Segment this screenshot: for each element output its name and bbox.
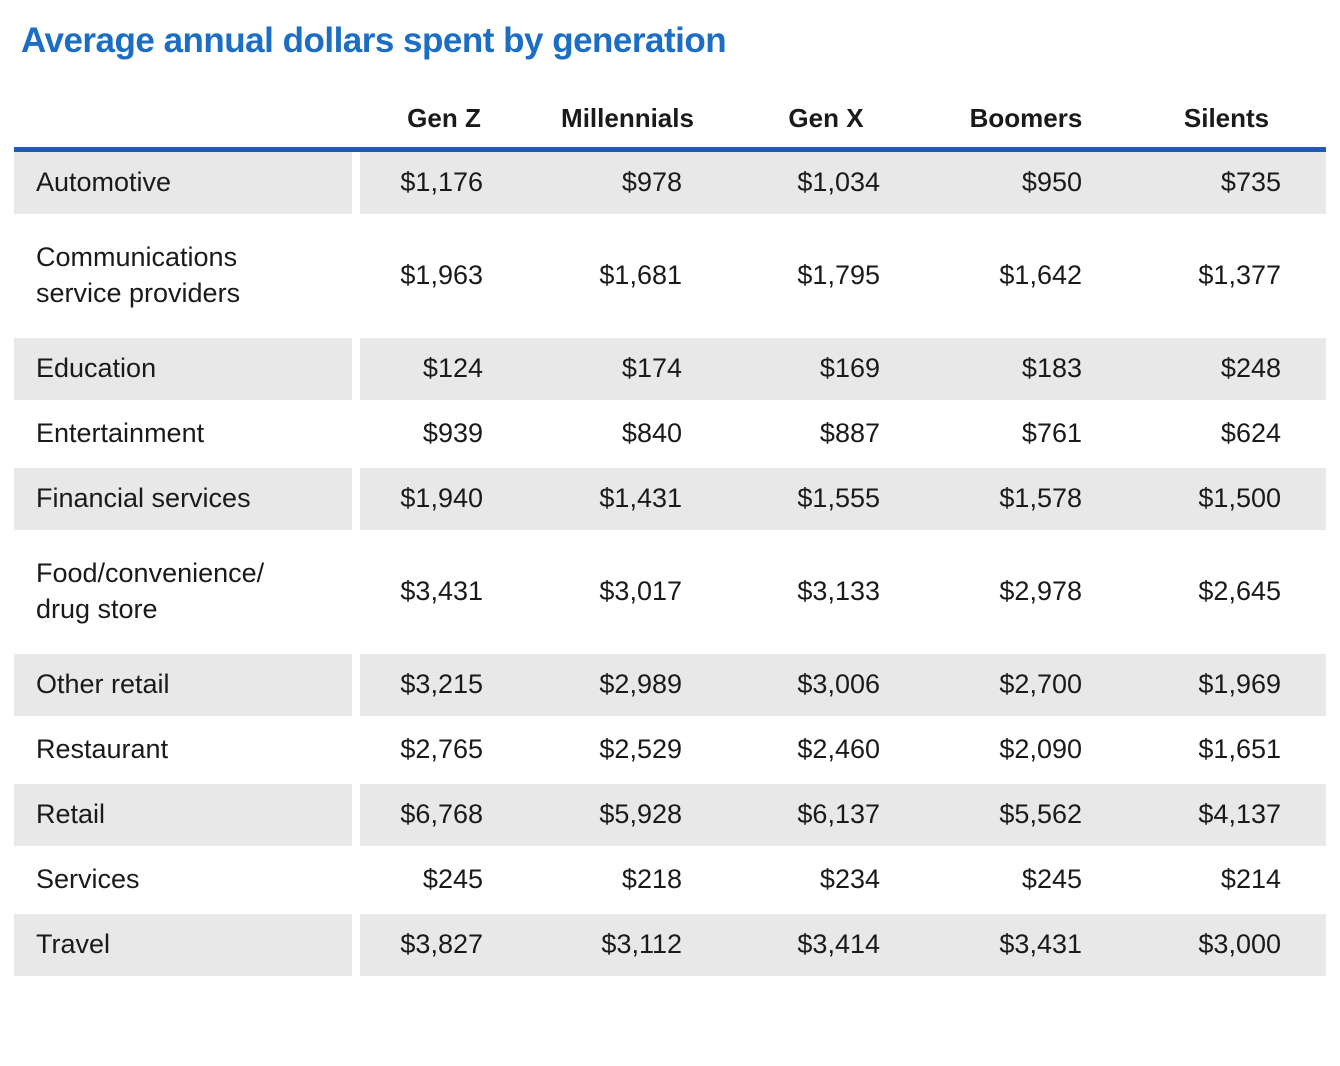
cell-value-boomers: $3,431 [925,913,1127,979]
cell-value-boomers: $761 [925,402,1127,468]
cell-value-boomers: $950 [925,151,1127,217]
cell-value-gen-z: $245 [360,848,528,914]
header-spacer [14,65,360,152]
table-row: Restaurant $2,765 $2,529 $2,460 $2,090 $1,651 [14,718,1326,784]
cell-value-silents: $1,377 [1127,216,1326,338]
cell-value-boomers: $2,090 [925,718,1127,784]
header-row: Gen Z Millennials Gen X Boomers Silents [14,65,1326,152]
table-row: Travel $3,827 $3,112 $3,414 $3,431 $3,000 [14,913,1326,979]
column-header-gen-z: Gen Z [360,65,528,152]
table-row: Communications service providers $1,963 $1… [14,216,1326,338]
cell-value-gen-x: $234 [727,848,925,914]
row-category-label: Automotive [14,151,360,217]
cell-value-gen-x: $169 [727,337,925,403]
cell-value-gen-z: $1,176 [360,151,528,217]
row-category-label: Food/convenience/ drug store [14,532,360,654]
table-row: Services $245 $218 $234 $245 $214 [14,848,1326,914]
column-header-silents: Silents [1127,65,1326,152]
cell-value-boomers: $1,642 [925,216,1127,338]
row-category-label: Retail [14,783,360,849]
cell-value-gen-x: $3,414 [727,913,925,979]
cell-value-gen-x: $1,555 [727,467,925,533]
table-body: Automotive $1,176 $978 $1,034 $950 $735 Commun… [14,151,1326,979]
cell-value-boomers: $5,562 [925,783,1127,849]
column-header-gen-x: Gen X [727,65,925,152]
row-category-label: Financial services [14,467,360,533]
column-header-boomers: Boomers [925,65,1127,152]
cell-value-silents: $1,969 [1127,653,1326,719]
row-category-label: Services [14,848,360,914]
cell-value-gen-z: $6,768 [360,783,528,849]
table-row: Other retail $3,215 $2,989 $3,006 $2,700 $1,9… [14,653,1326,719]
cell-value-millennials: $1,681 [528,216,727,338]
cell-value-millennials: $3,112 [528,913,727,979]
cell-value-gen-z: $3,431 [360,532,528,654]
cell-value-silents: $214 [1127,848,1326,914]
table-row: Entertainment $939 $840 $887 $761 $624 [14,402,1326,468]
spend-by-generation-table: Gen Z Millennials Gen X Boomers Silents … [14,65,1326,979]
cell-value-gen-x: $1,034 [727,151,925,217]
cell-value-gen-z: $1,963 [360,216,528,338]
cell-value-millennials: $1,431 [528,467,727,533]
row-category-label: Restaurant [14,718,360,784]
cell-value-silents: $624 [1127,402,1326,468]
cell-value-silents: $2,645 [1127,532,1326,654]
table-row: Retail $6,768 $5,928 $6,137 $5,562 $4,137 [14,783,1326,849]
cell-value-millennials: $2,989 [528,653,727,719]
cell-value-gen-z: $3,215 [360,653,528,719]
row-category-label: Entertainment [14,402,360,468]
cell-value-gen-x: $3,133 [727,532,925,654]
cell-value-gen-z: $3,827 [360,913,528,979]
cell-value-millennials: $978 [528,151,727,217]
cell-value-silents: $4,137 [1127,783,1326,849]
cell-value-silents: $3,000 [1127,913,1326,979]
cell-value-boomers: $2,978 [925,532,1127,654]
cell-value-gen-x: $2,460 [727,718,925,784]
cell-value-silents: $1,651 [1127,718,1326,784]
row-category-label: Communications service providers [14,216,360,338]
cell-value-gen-z: $124 [360,337,528,403]
cell-value-boomers: $2,700 [925,653,1127,719]
row-category-label: Other retail [14,653,360,719]
cell-value-millennials: $174 [528,337,727,403]
cell-value-gen-x: $3,006 [727,653,925,719]
cell-value-gen-z: $2,765 [360,718,528,784]
page-title: Average annual dollars spent by generati… [21,21,727,60]
cell-value-gen-x: $887 [727,402,925,468]
cell-value-silents: $735 [1127,151,1326,217]
column-header-millennials: Millennials [528,65,727,152]
cell-value-boomers: $1,578 [925,467,1127,533]
row-category-label: Travel [14,913,360,979]
table-row: Food/convenience/ drug store $3,431 $3,017… [14,532,1326,654]
cell-value-millennials: $3,017 [528,532,727,654]
table-header: Gen Z Millennials Gen X Boomers Silents [14,65,1326,152]
table-row: Automotive $1,176 $978 $1,034 $950 $735 [14,151,1326,217]
cell-value-gen-z: $1,940 [360,467,528,533]
row-category-label: Education [14,337,360,403]
cell-value-millennials: $840 [528,402,727,468]
cell-value-millennials: $5,928 [528,783,727,849]
cell-value-boomers: $183 [925,337,1127,403]
cell-value-millennials: $2,529 [528,718,727,784]
cell-value-silents: $1,500 [1127,467,1326,533]
cell-value-gen-x: $1,795 [727,216,925,338]
cell-value-gen-z: $939 [360,402,528,468]
page: Average annual dollars spent by generati… [14,21,1326,979]
cell-value-gen-x: $6,137 [727,783,925,849]
cell-value-boomers: $245 [925,848,1127,914]
table-row: Financial services $1,940 $1,431 $1,555 $1,5… [14,467,1326,533]
cell-value-millennials: $218 [528,848,727,914]
cell-value-silents: $248 [1127,337,1326,403]
table-row: Education $124 $174 $169 $183 $248 [14,337,1326,403]
